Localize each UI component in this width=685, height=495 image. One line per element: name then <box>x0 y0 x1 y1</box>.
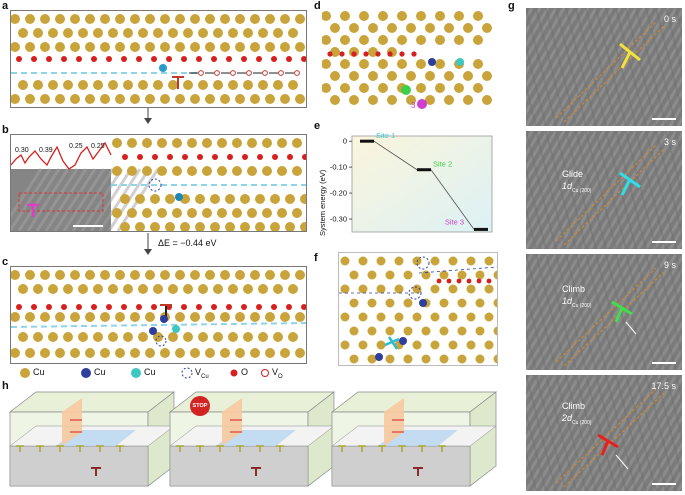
dislocation-symbol <box>172 76 184 89</box>
panel-c-lattice <box>10 266 307 364</box>
tem-frame-1: 0 s <box>526 8 682 126</box>
panel-f-svg <box>339 256 497 364</box>
energy-chart-svg: System energy (eV) 0 -0.10 -0.20 -0.30 Site… <box>318 131 493 236</box>
tem-step-title-4: Climb <box>562 401 586 411</box>
panel-label-b: b <box>2 124 9 136</box>
panel-label-a: a <box>2 0 9 12</box>
peak-label-3: 0.25 <box>69 143 83 150</box>
panel-label-g: g <box>508 0 515 12</box>
site-label-1: Site 1 <box>376 131 395 140</box>
legend: Cu Cu Cu VCu O VO <box>12 366 312 380</box>
peak-label-2: 0.39 <box>39 147 53 154</box>
tem-step-title-3: Climb <box>562 284 586 294</box>
tem-step-sub-4: 2dCu (200) <box>562 413 592 426</box>
tem-time-4: 17.5 s <box>651 381 676 391</box>
panel-label-e: e <box>314 120 321 132</box>
panel-h-schematics: STOP <box>6 390 518 490</box>
tem-step-sub-3: 1dCu (200) <box>562 296 592 309</box>
panel-d-svg: 3 <box>322 11 492 110</box>
ytick-label: 0 <box>343 137 347 146</box>
dislocation-symbol <box>160 304 172 317</box>
dislocation-symbol-magenta <box>27 203 39 217</box>
panel-b-svg <box>11 138 306 231</box>
stop-sign-label: STOP <box>192 403 208 409</box>
legend-v-cu: VCu <box>195 367 209 380</box>
site-label-3: Site 3 <box>445 217 464 226</box>
dislocation-symbol-green <box>611 300 637 335</box>
scale-bar <box>652 118 676 120</box>
legend-cu-blue: Cu <box>94 367 106 377</box>
ytick-label: -0.30 <box>330 215 347 224</box>
tem-frame-4: 17.5 s Climb 2dCu (200) <box>526 375 682 491</box>
tem-time-2: 3 s <box>663 137 676 147</box>
scale-bar <box>652 241 676 243</box>
legend-o: O <box>241 367 249 377</box>
tem-frame-2: 3 s Glide 1dCu (200) <box>526 131 682 249</box>
panel-label-d: d <box>314 0 321 12</box>
panel-f-lattice <box>338 252 498 366</box>
scale-bar <box>652 362 676 364</box>
site-label-2: Site 2 <box>433 160 452 169</box>
tem-step-title-2: Glide <box>562 169 584 179</box>
ytick-label: -0.10 <box>330 163 347 172</box>
panel-d-lattice: 3 <box>322 10 492 110</box>
panel-label-c: c <box>2 256 9 268</box>
legend-cu-gold: Cu <box>33 367 45 377</box>
chart-ylabel: System energy (eV) <box>318 169 327 236</box>
panel-b: 0.30 0.39 0.25 0.25 <box>10 134 307 232</box>
peak-label-1: 0.30 <box>15 147 29 154</box>
dislocation-symbol-cyan <box>619 171 641 196</box>
energy-chart: System energy (eV) 0 -0.10 -0.20 -0.30 Site… <box>316 130 496 240</box>
energy-connector <box>430 169 475 230</box>
dislocation-symbol-red <box>597 433 629 470</box>
stop-sign-icon: STOP <box>190 396 210 416</box>
ytick-label: -0.20 <box>330 189 347 198</box>
tem-time-3: 9 s <box>663 260 676 270</box>
panel-label-h: h <box>2 380 9 392</box>
arrow-down-icon <box>144 108 152 124</box>
legend-v-o: VO <box>272 367 283 380</box>
cu-cyan-atom <box>159 64 167 72</box>
panel-a-svg <box>11 14 306 104</box>
arrow-down-icon <box>144 233 152 255</box>
panel-c-svg <box>11 270 306 358</box>
tem-frame-3: 9 s Climb 1dCu (200) <box>526 254 682 370</box>
tem-step-sub-2: 1dCu (200) <box>562 181 592 194</box>
peak-label-4: 0.25 <box>91 143 105 150</box>
tem-time-1: 0 s <box>663 14 676 24</box>
panel-h-svg <box>8 391 498 487</box>
panel-a-lattice <box>10 10 307 108</box>
site-3-label: 3 <box>411 101 416 110</box>
panel-label-f: f <box>314 252 318 264</box>
legend-cu-cyan: Cu <box>144 367 156 377</box>
dislocation-symbol-yellow <box>619 42 641 69</box>
energy-step-label: ΔE = −0.44 eV <box>158 238 217 248</box>
scale-bar <box>652 483 676 485</box>
energy-connector <box>373 140 418 171</box>
